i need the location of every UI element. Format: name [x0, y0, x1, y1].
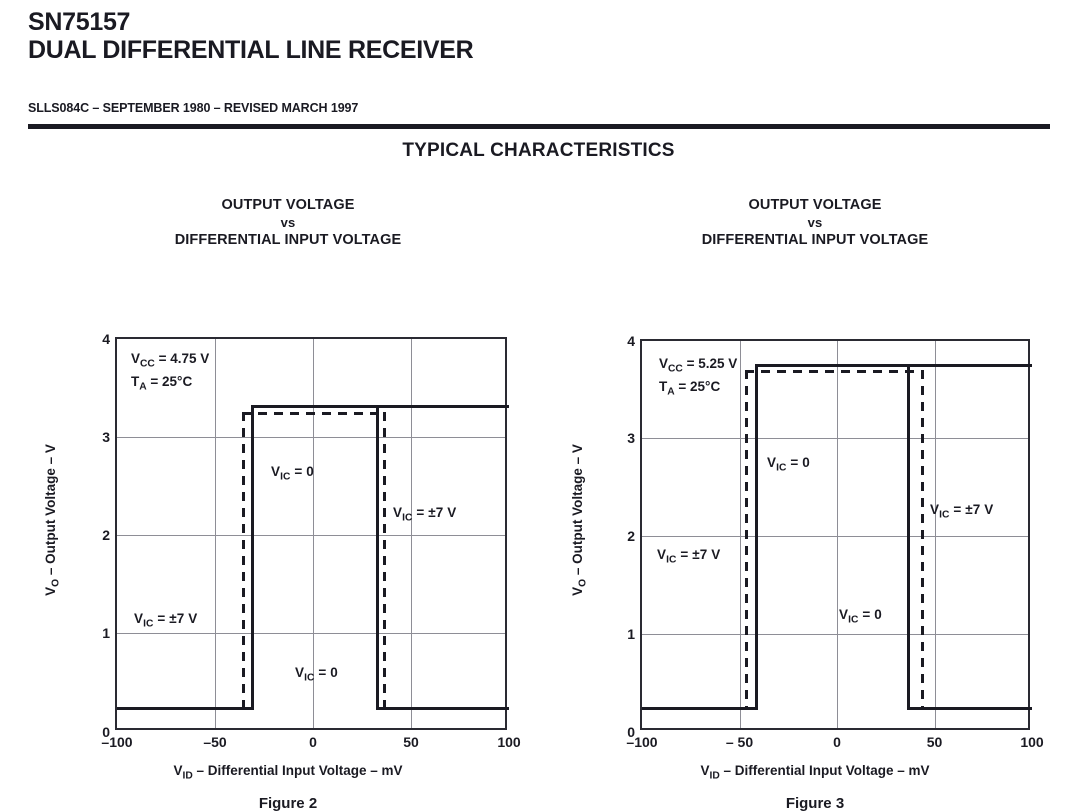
x-tick-50: 50	[926, 733, 943, 750]
x-tick-100: 100	[497, 733, 521, 750]
chart-title-line2: DIFFERENTIAL INPUT VOLTAGE	[174, 232, 402, 249]
trace-solid-low-right	[907, 706, 1032, 710]
gridline-x-0	[837, 340, 838, 728]
trace-solid-rising-edge	[251, 404, 254, 710]
part-number: SN75157	[28, 8, 131, 36]
chart-title-line2: DIFFERENTIAL INPUT VOLTAGE	[701, 232, 929, 249]
y-tick-0: 0	[102, 723, 110, 740]
trace-dashed-falling-edge	[383, 411, 386, 710]
annotation-vic-0-lower: VIC = 0	[295, 664, 338, 684]
annotation-vic-7v-left: VIC = ±7 V	[657, 546, 721, 566]
gridline-x-minus50	[739, 340, 741, 728]
annotation-vic-0-upper: VIC = 0	[271, 463, 314, 483]
x-axis-label: VID – Differential Input Voltage – mV	[173, 762, 403, 782]
chart-conditions: VCC = 4.75 V TA = 25°C	[131, 349, 209, 396]
datasheet-page: SN75157 DUAL DIFFERENTIAL LINE RECEIVER …	[28, 8, 1065, 812]
x-tick-100: 100	[1020, 733, 1044, 750]
plot-wrapper: VO – Output Voltage – V 0 1 2 3 4 –100 –…	[565, 250, 1065, 812]
chart-title-line1: OUTPUT VOLTAGE	[748, 197, 882, 213]
gridline-x-50	[411, 338, 412, 728]
chart-title-vs: vs	[807, 214, 823, 230]
gridline-x-50	[934, 340, 936, 728]
trace-dashed-high	[745, 369, 923, 373]
gridline-x-minus50	[215, 338, 216, 728]
trace-solid-rising-edge	[755, 363, 758, 710]
x-tick-minus100: –100	[101, 733, 133, 750]
annotation-vic-7v-right: VIC = ±7 V	[930, 501, 994, 521]
y-axis-label: VO – Output Voltage – V	[43, 400, 62, 640]
page-title: SN75157 DUAL DIFFERENTIAL LINE RECEIVER	[28, 8, 1048, 64]
x-tick-0: 0	[833, 733, 841, 750]
y-tick-2: 2	[627, 528, 635, 545]
gridline-y-1	[642, 633, 1028, 635]
annotation-vic-7v-right: VIC = ±7 V	[393, 504, 457, 524]
document-id: SLLS084C – SEPTEMBER 1980 – REVISED MARC…	[28, 101, 359, 115]
gridline-x-0	[313, 338, 314, 728]
y-tick-3: 3	[102, 428, 110, 445]
trace-dashed-high	[242, 411, 385, 415]
plot-area: 0 1 2 3 4 –100 – 50 0 50 100	[626, 334, 1043, 749]
trace-dashed-falling-edge	[921, 369, 924, 710]
chart-title-vs: vs	[280, 214, 296, 230]
plot-wrapper: VO – Output Voltage – V 0 1 2 3 4 –100 –…	[38, 250, 538, 812]
trace-dashed-rising-edge	[242, 411, 245, 710]
trace-solid-falling-edge	[376, 404, 379, 710]
gridline-y-1	[117, 633, 505, 635]
trace-dashed-rising-edge	[745, 369, 748, 710]
gridline-y-2	[117, 535, 505, 537]
x-tick-50: 50	[403, 733, 419, 750]
figure-caption: Figure 2	[258, 794, 318, 812]
chart-title: OUTPUT VOLTAGE vs DIFFERENTIAL INPUT VOL…	[38, 196, 538, 250]
plot-area: 0 1 2 3 4 –100 –50 0 50 100	[101, 332, 520, 749]
gridline-y-3	[642, 438, 1028, 440]
y-tick-2: 2	[102, 527, 110, 544]
y-tick-1: 1	[627, 625, 635, 642]
gridline-y-3	[117, 436, 505, 438]
y-axis-label-v: V	[43, 586, 58, 596]
y-axis-label-text: – Output Voltage – V	[43, 443, 58, 579]
x-tick-0: 0	[309, 733, 317, 750]
condition-vcc: VCC = 4.75 V	[131, 350, 210, 370]
annotation-vic-0-upper: VIC = 0	[767, 454, 810, 474]
condition-ta: TA = 25°C	[131, 374, 193, 393]
trace-solid-falling-edge	[907, 363, 910, 710]
y-tick-4: 4	[102, 330, 110, 347]
trace-solid-low-left	[117, 706, 254, 710]
page-header: SN75157 DUAL DIFFERENTIAL LINE RECEIVER	[28, 8, 1048, 64]
header-divider	[28, 124, 1050, 129]
device-description: DUAL DIFFERENTIAL LINE RECEIVER	[28, 36, 474, 64]
y-axis-label: VO – Output Voltage – V	[570, 400, 589, 640]
section-title: TYPICAL CHARACTERISTICS	[402, 140, 675, 161]
chart-title: OUTPUT VOLTAGE vs DIFFERENTIAL INPUT VOL…	[565, 196, 1065, 250]
x-tick-minus50: – 50	[725, 733, 754, 750]
condition-ta: TA = 25°C	[659, 379, 721, 398]
x-tick-minus100: –100	[626, 733, 658, 750]
y-tick-0: 0	[627, 723, 635, 740]
trace-solid-high	[251, 404, 509, 408]
chart-title-line1: OUTPUT VOLTAGE	[221, 197, 355, 213]
annotation-vic-7v-left: VIC = ±7 V	[134, 610, 198, 630]
trace-solid-low-left	[642, 706, 758, 710]
trace-solid-high	[755, 363, 1032, 367]
x-tick-minus50: –50	[203, 733, 227, 750]
chart-figure-2: OUTPUT VOLTAGE vs DIFFERENTIAL INPUT VOL…	[38, 196, 538, 812]
chart-conditions: VCC = 5.25 V TA = 25°C	[659, 354, 737, 401]
y-tick-4: 4	[627, 332, 635, 349]
chart-figure-3: OUTPUT VOLTAGE vs DIFFERENTIAL INPUT VOL…	[565, 196, 1065, 812]
figure-caption: Figure 3	[785, 794, 845, 812]
y-tick-1: 1	[102, 625, 110, 642]
y-axis-label-v: V	[570, 586, 585, 596]
annotation-vic-0-lower: VIC = 0	[839, 606, 882, 626]
y-axis-label-sub: O	[577, 578, 589, 587]
x-axis-label: VID – Differential Input Voltage – mV	[700, 762, 930, 782]
gridline-y-2	[642, 536, 1028, 538]
y-axis-label-sub: O	[50, 578, 62, 587]
condition-vcc: VCC = 5.25 V	[659, 355, 738, 375]
y-axis-label-text: – Output Voltage – V	[570, 443, 585, 579]
trace-solid-low-right	[376, 706, 509, 710]
y-tick-3: 3	[627, 430, 635, 447]
